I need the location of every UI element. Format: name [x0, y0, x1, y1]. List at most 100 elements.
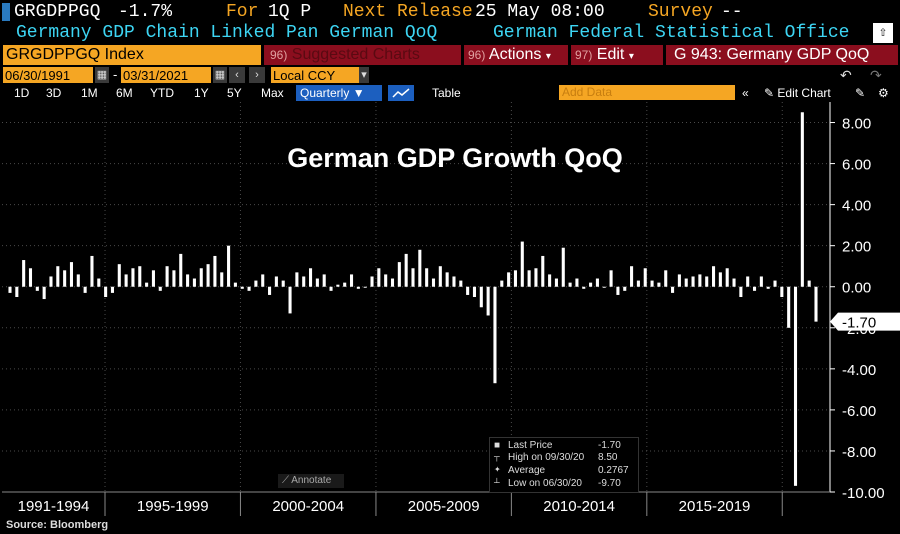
add-data-input[interactable]: Add Data: [559, 85, 735, 100]
chevron-down-icon[interactable]: ▾: [359, 67, 369, 83]
bar: [254, 280, 258, 287]
bar: [541, 255, 545, 287]
average-label: Average: [508, 465, 546, 476]
low-marker: ┴: [494, 478, 500, 487]
bar: [445, 272, 449, 287]
for-value: 1Q P: [268, 2, 312, 22]
frequency-select[interactable]: Quarterly ▼: [296, 85, 382, 101]
calendar-icon[interactable]: ▦: [95, 67, 109, 83]
bar: [650, 280, 654, 287]
bar: [712, 266, 716, 287]
y-tick-label: 0.00: [842, 280, 871, 297]
currency-select[interactable]: Local CCY: [271, 67, 359, 83]
bar: [589, 282, 593, 287]
period-max[interactable]: Max: [261, 86, 284, 100]
bar: [548, 274, 552, 287]
edit-chart-button[interactable]: ✎ Edit Chart: [764, 84, 831, 102]
index-field[interactable]: GRGDPPGQ Index: [3, 45, 261, 65]
chevron-left-icon[interactable]: ‹: [229, 67, 245, 83]
average-value: 0.2767: [598, 465, 629, 476]
bar: [411, 268, 415, 287]
bar: [575, 278, 579, 287]
period-5y[interactable]: 5Y: [227, 86, 242, 100]
for-label: For: [226, 2, 259, 22]
bar: [247, 286, 251, 291]
bar: [15, 286, 19, 297]
end-date-input[interactable]: 03/31/2021: [121, 67, 211, 83]
bar: [479, 286, 483, 308]
calendar-icon[interactable]: ▦: [213, 67, 227, 83]
undo-icon[interactable]: ↶: [840, 67, 852, 83]
bar: [90, 255, 94, 287]
next-release-value: 25 May 08:00: [475, 2, 605, 22]
last-price-label: Last Price: [508, 440, 553, 451]
bar: [8, 286, 12, 293]
redo-icon[interactable]: ↷: [870, 67, 882, 83]
edit-menu[interactable]: 97) Edit ▾: [571, 45, 663, 65]
y-tick-label: 2.00: [842, 239, 871, 256]
bar: [527, 270, 531, 287]
gear-icon[interactable]: ⚙: [878, 86, 889, 100]
bar: [124, 274, 128, 287]
chevron-down-icon: ▼: [352, 86, 365, 100]
bar: [691, 276, 695, 287]
actions-label: Actions: [488, 46, 542, 63]
bar: [302, 276, 306, 287]
high-value: 8.50: [598, 452, 618, 463]
bar: [664, 270, 668, 287]
bar: [630, 266, 634, 287]
security-header: GRGDPPGQ -1.7% For 1Q P Next Release 25 …: [0, 0, 900, 24]
bar: [431, 278, 436, 287]
security-description: Germany GDP Chain Linked Pan German QoQ …: [0, 22, 900, 44]
bar: [766, 286, 770, 289]
bar: [459, 280, 463, 287]
x-tick-label: 2005-2009: [408, 498, 480, 515]
actions-menu[interactable]: 96) Actions ▾: [464, 45, 568, 65]
period-1m[interactable]: 1M: [81, 86, 98, 100]
bar: [158, 286, 162, 291]
bar: [418, 249, 422, 287]
period-6m[interactable]: 6M: [116, 86, 133, 100]
bar: [117, 264, 121, 287]
bar: [671, 286, 675, 293]
bar: [49, 276, 53, 287]
bar: [739, 286, 743, 297]
export-icon[interactable]: ⇧: [873, 23, 893, 43]
bar: [677, 274, 681, 287]
y-tick-label: -4.00: [842, 362, 876, 379]
bar: [349, 274, 354, 287]
bar: [268, 286, 272, 295]
security-name: Germany GDP Chain Linked Pan German QoQ: [16, 23, 438, 43]
bar: [384, 274, 388, 287]
bar: [759, 276, 763, 287]
edit-number: 97): [575, 48, 593, 62]
period-1y[interactable]: 1Y: [194, 86, 209, 100]
bar: [28, 268, 33, 287]
bar: [83, 286, 87, 293]
annotate-button[interactable]: ⟋ Annotate: [278, 474, 344, 488]
bar: [192, 278, 196, 287]
period-ytd[interactable]: YTD: [150, 86, 174, 100]
bar: [363, 286, 367, 288]
bar: [807, 280, 811, 287]
bar: [609, 270, 613, 287]
last-value-label: -1.70: [842, 315, 876, 332]
line-chart-icon[interactable]: [388, 85, 414, 101]
bar: [76, 274, 80, 287]
bar: [568, 282, 572, 287]
y-tick-label: -8.00: [842, 444, 876, 461]
table-button[interactable]: Table: [432, 86, 461, 100]
bar: [554, 278, 558, 287]
chevron-right-icon[interactable]: ›: [249, 67, 265, 83]
security-marker: [2, 3, 10, 21]
chart-settings-icon[interactable]: ✎: [855, 86, 866, 100]
bar: [288, 286, 292, 314]
start-date-input[interactable]: 06/30/1991: [3, 67, 93, 83]
period-3d[interactable]: 3D: [46, 86, 62, 100]
suggested-charts-button[interactable]: 96) Suggested Charts: [264, 45, 461, 65]
period-1d[interactable]: 1D: [14, 86, 30, 100]
bar: [404, 253, 408, 287]
survey-value: --: [721, 2, 743, 22]
date-separator: -: [113, 67, 118, 82]
double-chevron-left-icon[interactable]: «: [742, 86, 749, 100]
